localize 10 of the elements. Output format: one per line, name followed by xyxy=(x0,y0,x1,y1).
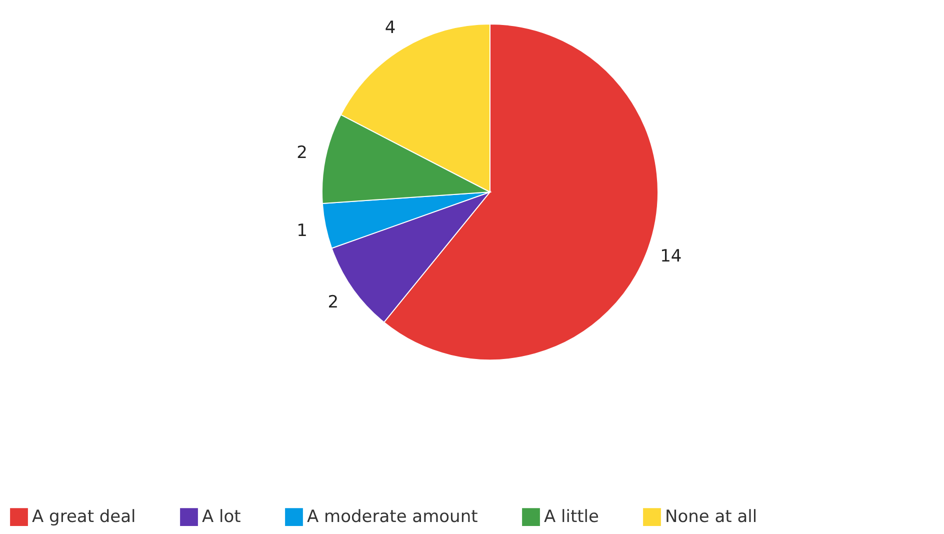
legend-label: A little xyxy=(544,507,599,528)
legend-label: A lot xyxy=(202,507,242,528)
legend-label: A moderate amount xyxy=(307,507,478,528)
data-label: 2 xyxy=(296,142,308,163)
data-label: 1 xyxy=(296,221,308,242)
legend-label: None at all xyxy=(665,507,758,528)
data-label: 4 xyxy=(384,18,396,38)
data-label: 2 xyxy=(328,292,339,313)
data-label: 14 xyxy=(660,246,682,266)
legend-label: A great deal xyxy=(32,507,136,528)
